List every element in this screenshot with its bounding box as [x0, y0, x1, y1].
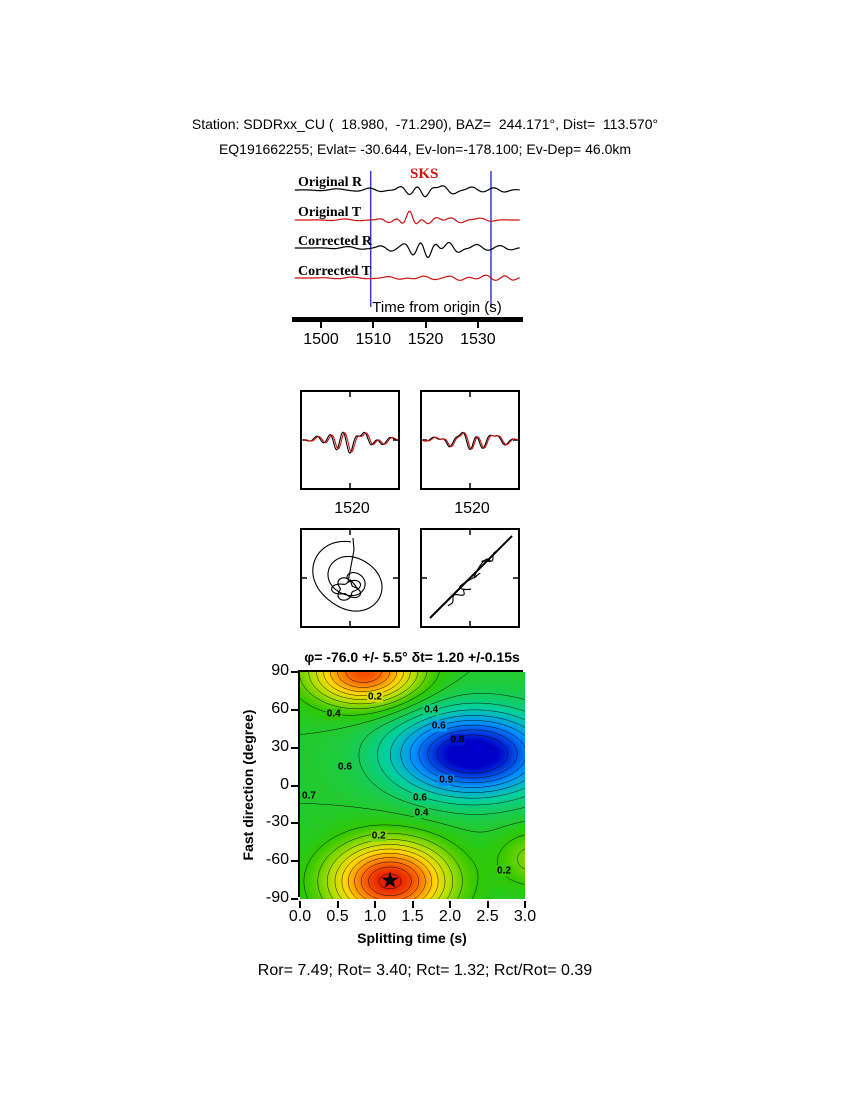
x-tick-0.0: 0.0 — [288, 908, 312, 925]
time-tick-mark — [424, 322, 427, 328]
y-tick--60: -60 — [265, 851, 289, 869]
time-tick-1510: 1510 — [355, 331, 392, 348]
result-summary: Ror= 7.49; Rot= 3.40; Rct= 1.32; Rct/Rot… — [257, 962, 593, 979]
event-header: EQ191662255; Evlat= -30.644, Ev-lon=-178… — [218, 141, 632, 157]
particle-motion-box-corrected — [420, 528, 520, 628]
x-tick-1.0: 1.0 — [363, 908, 387, 925]
y-tick-mark — [291, 746, 298, 749]
station-header: Station: SDDRxx_CU ( 18.980, -71.290), B… — [191, 116, 659, 132]
particle-motion-original — [302, 530, 398, 626]
y-tick-mark — [291, 671, 298, 673]
fast-slow-waveforms-left — [302, 392, 398, 488]
x-tick-3.0: 3.0 — [513, 908, 537, 925]
contour-title: φ= -76.0 +/- 5.5° δt= 1.20 +/-0.15s — [304, 649, 520, 665]
x-tick-mark — [449, 901, 451, 908]
x-tick-mark — [336, 901, 339, 908]
x-tick-2.5: 2.5 — [476, 908, 499, 925]
fast-slow-waveforms-right — [422, 392, 518, 488]
waveform-traces-plot — [294, 171, 520, 307]
time-tick-mark — [476, 322, 479, 328]
trace-curve-corrected-t — [294, 274, 520, 281]
component-wave-red — [422, 432, 518, 450]
y-tick-mark — [291, 708, 298, 711]
y-tick-0: 0 — [280, 775, 289, 793]
linear-motion-line — [429, 535, 513, 619]
trace-label-corrected-t: Corrected T — [298, 264, 371, 279]
x-tick-1.5: 1.5 — [401, 908, 424, 925]
y-tick--30: -30 — [265, 813, 289, 831]
time-tick-1520: 1520 — [407, 331, 444, 348]
x-tick-2.0: 2.0 — [438, 908, 462, 925]
motion-curve-original — [312, 537, 383, 612]
misfit-contour-canvas — [300, 672, 525, 899]
time-tick-1500: 1500 — [303, 331, 339, 348]
y-tick--90: -90 — [265, 889, 289, 906]
x-tick-0.5: 0.5 — [326, 908, 349, 925]
y-tick-90: 90 — [271, 662, 289, 679]
x-tick-mark — [524, 901, 526, 908]
best-solution-star-icon: ★ — [380, 867, 400, 893]
y-tick-mark — [291, 898, 298, 900]
x-tick-mark — [486, 901, 489, 908]
particle-motion-box-original — [300, 528, 400, 628]
trace-curve-corrected-r — [294, 241, 520, 259]
time-tick-1530: 1530 — [460, 331, 496, 348]
y-tick-mark — [291, 860, 298, 863]
x-tick-mark — [374, 901, 376, 908]
fast-slow-waveform-box-right — [420, 390, 520, 490]
y-tick-60: 60 — [271, 699, 289, 717]
particle-motion-corrected — [422, 530, 518, 626]
time-tick-mark — [372, 322, 375, 328]
panel-tick-label-left: 1520 — [334, 500, 370, 517]
trace-curve-original-t — [294, 210, 520, 225]
trace-label-corrected-r: Corrected R — [298, 234, 372, 249]
fast-slow-waveform-box-left — [300, 390, 400, 490]
time-tick-mark — [320, 322, 322, 328]
y-tick-mark — [291, 822, 298, 825]
x-tick-mark — [299, 901, 301, 908]
x-tick-mark — [411, 901, 414, 908]
panel-tick-label-right: 1520 — [454, 500, 490, 517]
time-axis-label: Time from origin (s) — [372, 299, 502, 316]
time-axis-line — [292, 317, 523, 322]
y-tick-mark — [291, 784, 298, 787]
trace-label-original-t: Original T — [298, 205, 362, 220]
component-wave-red — [302, 432, 398, 453]
phase-label-sks: SKS — [410, 166, 439, 182]
motion-curve-corrected — [447, 549, 499, 607]
component-wave-black — [422, 431, 518, 451]
y-tick-30: 30 — [271, 737, 289, 755]
trace-curve-original-r — [294, 185, 520, 198]
trace-label-original-r: Original R — [298, 175, 363, 190]
contour-xlabel: Splitting time (s) — [357, 930, 467, 946]
contour-frame — [298, 670, 525, 899]
